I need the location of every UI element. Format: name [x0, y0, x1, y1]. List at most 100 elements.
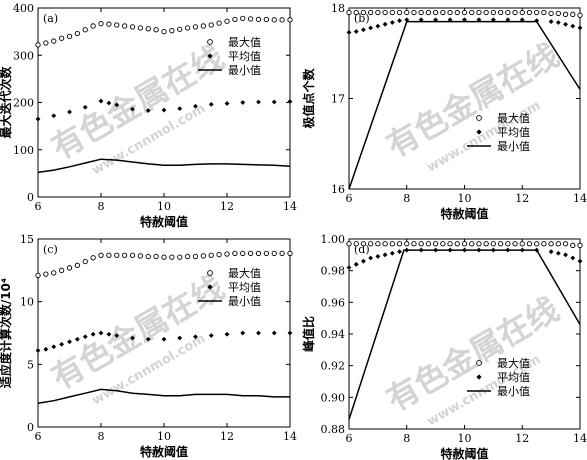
data-point — [577, 12, 583, 18]
data-point — [432, 241, 439, 247]
x-tick-label: 8 — [403, 432, 410, 445]
data-point — [59, 341, 65, 347]
data-point — [51, 113, 57, 119]
y-tick-label: 17 — [331, 93, 345, 106]
data-point — [177, 106, 183, 112]
x-axis-label: 特赦阈值 — [440, 206, 488, 221]
x-tick-label: 14 — [573, 432, 587, 445]
data-point — [505, 9, 511, 16]
data-point — [224, 331, 230, 337]
data-point — [447, 17, 453, 23]
legend-label: 最大值 — [497, 356, 530, 370]
data-point — [200, 23, 207, 29]
data-point — [353, 9, 359, 16]
data-point — [541, 241, 547, 247]
data-point — [555, 20, 561, 25]
data-point — [497, 241, 504, 247]
data-point — [74, 336, 80, 342]
y-tick-label: 1.00 — [321, 233, 346, 246]
data-point — [570, 23, 576, 29]
data-point — [505, 17, 511, 23]
legend-label: 最大值 — [497, 111, 530, 125]
data-point — [577, 258, 583, 264]
data-point — [490, 17, 496, 23]
data-point — [145, 336, 151, 342]
data-point — [130, 106, 135, 112]
data-point — [375, 9, 381, 16]
y-tick-label: 10 — [20, 296, 34, 309]
data-point — [563, 21, 568, 27]
data-point — [411, 241, 417, 247]
data-point — [114, 252, 120, 258]
data-point — [35, 272, 41, 278]
y-tick-label: 15 — [20, 233, 34, 246]
data-point — [534, 241, 540, 247]
legend-swatch-circle — [476, 115, 482, 121]
data-point — [287, 250, 293, 257]
legend-label: 最大值 — [228, 266, 261, 280]
legend-swatch-diamond — [207, 53, 213, 59]
data-point — [382, 241, 388, 247]
data-point — [476, 17, 482, 23]
data-point — [121, 252, 128, 258]
data-point — [114, 22, 120, 28]
data-point — [570, 11, 576, 17]
data-point — [526, 9, 533, 16]
x-tick-label: 12 — [515, 432, 529, 445]
data-point — [66, 33, 73, 39]
data-point — [418, 17, 424, 23]
data-point — [548, 10, 554, 17]
data-point — [43, 346, 49, 352]
x-tick-label: 12 — [220, 430, 234, 443]
x-tick-label: 14 — [573, 192, 587, 205]
data-point — [184, 25, 191, 31]
chart-panel-a: 6 8 10 12 14 0 100 200 300 400 特赦阈值 最大迭代次数 (a) 最大值平均值… — [0, 2, 297, 229]
series-line — [37, 158, 291, 174]
y-tick-label: 0 — [27, 191, 34, 204]
data-point — [51, 344, 57, 350]
data-point — [74, 262, 81, 268]
data-point — [208, 333, 214, 338]
legend-swatch-diamond — [476, 374, 482, 380]
data-point — [240, 250, 246, 257]
data-point — [360, 241, 367, 247]
series-line — [348, 20, 581, 190]
panel-label: (c) — [43, 243, 58, 256]
data-point — [360, 9, 367, 16]
data-point — [483, 241, 489, 247]
data-point — [512, 241, 518, 247]
y-tick-label: 100 — [13, 144, 34, 157]
series-diamond — [346, 17, 583, 35]
data-point — [271, 330, 277, 336]
data-point — [216, 252, 222, 258]
data-point — [240, 330, 246, 336]
data-point — [208, 252, 214, 258]
data-point — [346, 241, 352, 247]
data-point — [114, 333, 120, 338]
data-point — [82, 334, 88, 340]
data-point — [145, 26, 151, 32]
y-axis-label: 极值点个数 — [301, 68, 316, 129]
x-tick-label: 8 — [98, 200, 105, 213]
data-point — [232, 16, 238, 22]
data-point — [497, 9, 504, 16]
data-point — [461, 9, 468, 16]
data-point — [177, 254, 183, 260]
data-point — [563, 252, 568, 258]
panel-label: (b) — [354, 12, 370, 25]
data-point — [425, 241, 432, 247]
legend-label: 最小值 — [228, 295, 261, 308]
data-point — [433, 17, 439, 23]
data-point — [287, 99, 293, 104]
data-point — [382, 252, 388, 258]
data-point — [397, 18, 402, 24]
data-point — [505, 241, 511, 247]
x-axis-label: 特赦阈值 — [140, 214, 188, 229]
y-tick-label: 0 — [27, 421, 34, 434]
data-point — [368, 25, 374, 31]
y-tick-label: 18 — [331, 2, 345, 15]
data-point — [35, 348, 41, 353]
data-point — [462, 17, 467, 23]
